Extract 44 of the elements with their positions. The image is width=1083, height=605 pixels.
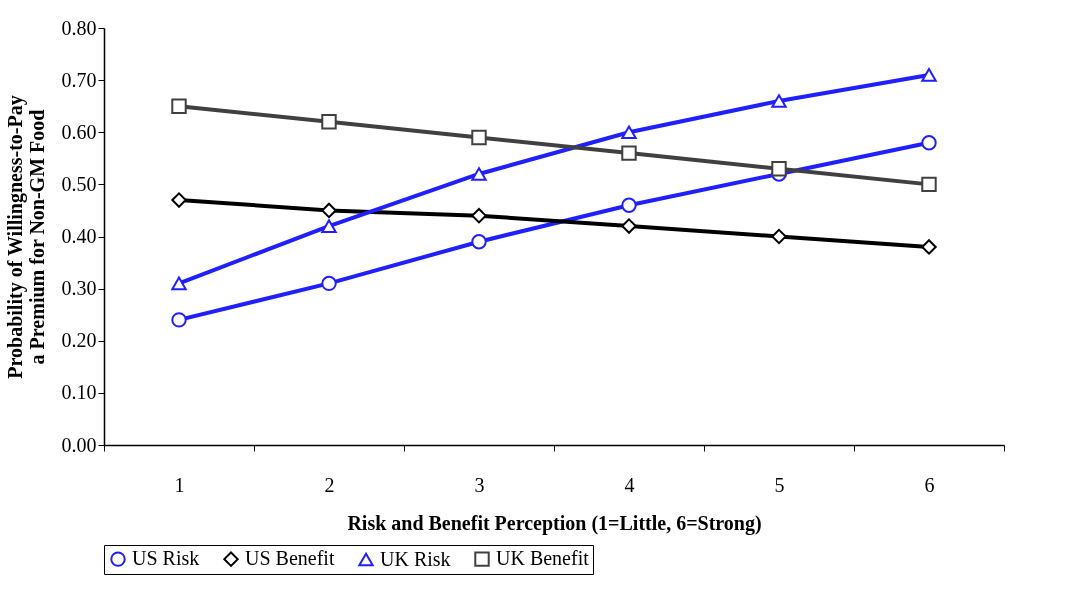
point [921, 134, 937, 151]
point [621, 218, 637, 234]
point [171, 98, 187, 114]
point [921, 176, 937, 193]
point [621, 125, 637, 140]
y-tick-label: 0.40 [61, 225, 97, 247]
point [321, 275, 337, 292]
legend-label: US Risk [132, 547, 200, 570]
point [771, 228, 787, 245]
point [771, 94, 787, 108]
y-tick-label: 0.10 [61, 381, 97, 404]
point [171, 312, 187, 328]
point [921, 68, 937, 82]
legend-label: UK Risk [380, 547, 451, 570]
point [471, 207, 487, 224]
y-tick-label: 0.00 [61, 433, 97, 456]
point [771, 161, 787, 177]
x-tick-label: 3 [474, 473, 485, 496]
y-tick-label: 0.70 [61, 68, 97, 91]
x-tick-label: 2 [324, 473, 335, 496]
point [621, 145, 637, 161]
y-tick-label: 0.50 [61, 172, 97, 195]
point [321, 219, 337, 233]
x-tick-label: 1 [174, 473, 185, 496]
point [321, 202, 337, 219]
legend-label: UK Benefit [496, 547, 590, 570]
point [471, 129, 487, 146]
x-tick-label: 6 [924, 473, 935, 496]
legend-label: US Benefit [245, 547, 335, 570]
y-tick-label: 0.20 [61, 329, 97, 352]
x-tick-label: 5 [774, 473, 785, 496]
point [171, 276, 187, 291]
y-tick-label: 0.60 [61, 120, 97, 143]
y-axis-title: Probability of Willingness-to-Pay a Premium for Non-GM Food [3, 95, 48, 379]
point [321, 114, 337, 130]
point [471, 234, 487, 250]
y-tick-label: 0.80 [61, 16, 97, 39]
y-tick-label: 0.30 [61, 277, 97, 300]
point [471, 167, 487, 181]
point [621, 197, 637, 213]
x-axis-title: Risk and Benefit Perception (1=Little, 6=Strong) [347, 511, 762, 535]
point [171, 192, 187, 208]
x-tick-label: 4 [624, 473, 635, 496]
point [921, 239, 937, 255]
